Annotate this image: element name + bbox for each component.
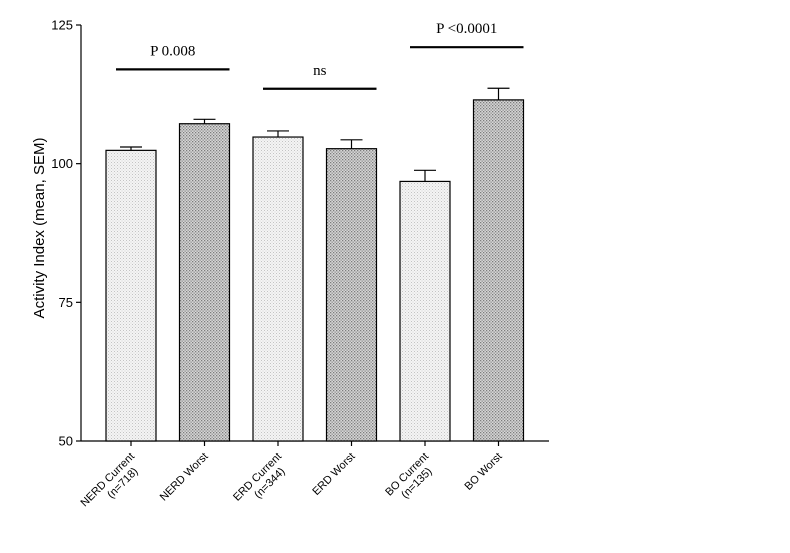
x-category-label-1: NERD Worst — [158, 451, 211, 504]
significance-label-0: P 0.008 — [150, 43, 195, 59]
x-category-label-5: BO Worst — [463, 451, 505, 493]
significance-label-1: ns — [313, 63, 327, 79]
bar-3 — [325, 148, 378, 442]
y-tick-label-0: 50 — [59, 434, 73, 449]
x-category-label-2: ERD Current(n=344) — [231, 451, 293, 513]
bar-2 — [252, 136, 304, 442]
bar-5 — [472, 99, 525, 442]
y-tick-label-2: 100 — [51, 156, 73, 171]
bar-1 — [178, 123, 231, 442]
significance-label-2: P <0.0001 — [436, 21, 497, 37]
x-category-label-3: ERD Worst — [310, 451, 357, 498]
bar-0 — [105, 149, 157, 442]
y-tick-label-3: 125 — [51, 18, 73, 33]
y-tick-label-1: 75 — [59, 295, 73, 310]
x-category-label-line: ERD Worst — [310, 451, 357, 498]
x-category-label-line: NERD Worst — [158, 451, 211, 504]
x-category-label-4: BO Current(n=135) — [383, 451, 440, 508]
bar-4 — [399, 180, 451, 442]
y-axis-label: Activity Index (mean, SEM) — [31, 138, 48, 319]
x-category-label-line: BO Worst — [463, 451, 505, 493]
x-category-label-0: NERD Current(n=718) — [78, 451, 146, 519]
